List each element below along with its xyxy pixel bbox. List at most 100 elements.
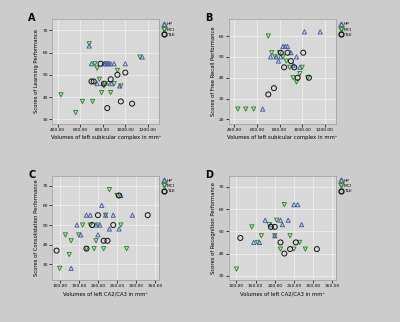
Point — [106, 61, 112, 66]
Point — [272, 54, 278, 60]
Point — [290, 75, 296, 80]
Point — [258, 233, 264, 238]
Point — [83, 246, 90, 251]
X-axis label: Volumes of left subicular complex in mm³: Volumes of left subicular complex in mm³ — [228, 135, 338, 140]
Point — [116, 226, 122, 232]
Point — [97, 223, 103, 228]
Point — [294, 202, 301, 207]
Point — [118, 83, 124, 89]
Point — [62, 232, 68, 237]
Point — [284, 50, 291, 55]
Point — [100, 238, 107, 243]
Point — [250, 107, 257, 112]
Point — [100, 81, 106, 86]
Point — [282, 44, 288, 49]
Point — [268, 224, 274, 230]
Point — [272, 224, 278, 230]
Point — [279, 222, 286, 227]
Point — [104, 61, 110, 66]
Point — [265, 92, 272, 97]
Point — [87, 223, 94, 228]
Y-axis label: Scores of Free Recall Performance: Scores of Free Recall Performance — [211, 27, 216, 116]
Point — [281, 202, 288, 207]
Point — [100, 246, 107, 251]
Point — [293, 79, 300, 84]
Point — [95, 232, 101, 237]
Point — [294, 75, 301, 80]
Point — [108, 90, 114, 95]
Point — [291, 246, 297, 251]
Point — [274, 218, 280, 223]
Point — [235, 107, 241, 112]
Point — [298, 222, 305, 227]
Point — [101, 81, 107, 86]
Point — [250, 240, 257, 245]
Point — [104, 106, 110, 111]
Text: A: A — [28, 13, 36, 23]
Point — [86, 41, 92, 46]
Point — [116, 83, 123, 89]
Point — [92, 61, 98, 66]
Point — [242, 107, 249, 112]
Point — [108, 81, 115, 86]
Point — [102, 213, 109, 218]
Point — [101, 61, 107, 66]
Point — [98, 203, 105, 208]
Point — [301, 29, 308, 34]
Point — [268, 50, 275, 55]
Point — [297, 71, 303, 76]
Text: B: B — [205, 13, 213, 23]
Point — [302, 246, 308, 251]
Point — [90, 99, 96, 104]
Point — [293, 240, 299, 245]
Point — [281, 251, 288, 256]
Point — [306, 75, 312, 80]
Point — [137, 54, 143, 60]
Point — [118, 193, 124, 198]
Text: C: C — [28, 170, 36, 180]
Point — [291, 202, 297, 207]
Point — [90, 79, 97, 84]
Point — [103, 61, 109, 66]
Point — [281, 65, 287, 70]
Point — [118, 223, 124, 228]
Point — [78, 232, 84, 237]
Point — [72, 110, 79, 115]
Point — [79, 99, 86, 104]
Legend: HP, MCI, TLE: HP, MCI, TLE — [162, 178, 175, 194]
Point — [237, 235, 244, 241]
X-axis label: Volumes of left CA2/CA3 in mm³: Volumes of left CA2/CA3 in mm³ — [63, 291, 148, 296]
Point — [93, 238, 99, 243]
Point — [102, 61, 108, 66]
Y-axis label: Scores of Learning Performance: Scores of Learning Performance — [34, 30, 40, 113]
Point — [129, 101, 135, 106]
Point — [111, 61, 117, 66]
Point — [95, 213, 101, 218]
Point — [291, 65, 298, 70]
Point — [122, 70, 128, 75]
Point — [296, 240, 303, 245]
Point — [101, 83, 107, 89]
Point — [262, 218, 268, 223]
Point — [304, 75, 311, 80]
Point — [283, 59, 290, 64]
Point — [93, 223, 99, 228]
Point — [97, 61, 104, 66]
Point — [297, 65, 303, 70]
X-axis label: Volumes of left subicular complex in mm³: Volumes of left subicular complex in mm³ — [50, 135, 160, 140]
Point — [114, 193, 120, 198]
Point — [88, 61, 95, 66]
Point — [56, 266, 63, 271]
Point — [265, 33, 272, 39]
Point — [106, 187, 113, 192]
Point — [76, 232, 82, 237]
Point — [108, 77, 114, 82]
Point — [260, 107, 266, 112]
Point — [74, 223, 80, 228]
Point — [58, 92, 64, 97]
Point — [267, 54, 274, 60]
Point — [272, 233, 278, 238]
Text: D: D — [205, 170, 213, 180]
Point — [86, 43, 92, 49]
X-axis label: Volumes of left CA2/CA3 in mm³: Volumes of left CA2/CA3 in mm³ — [240, 291, 325, 296]
